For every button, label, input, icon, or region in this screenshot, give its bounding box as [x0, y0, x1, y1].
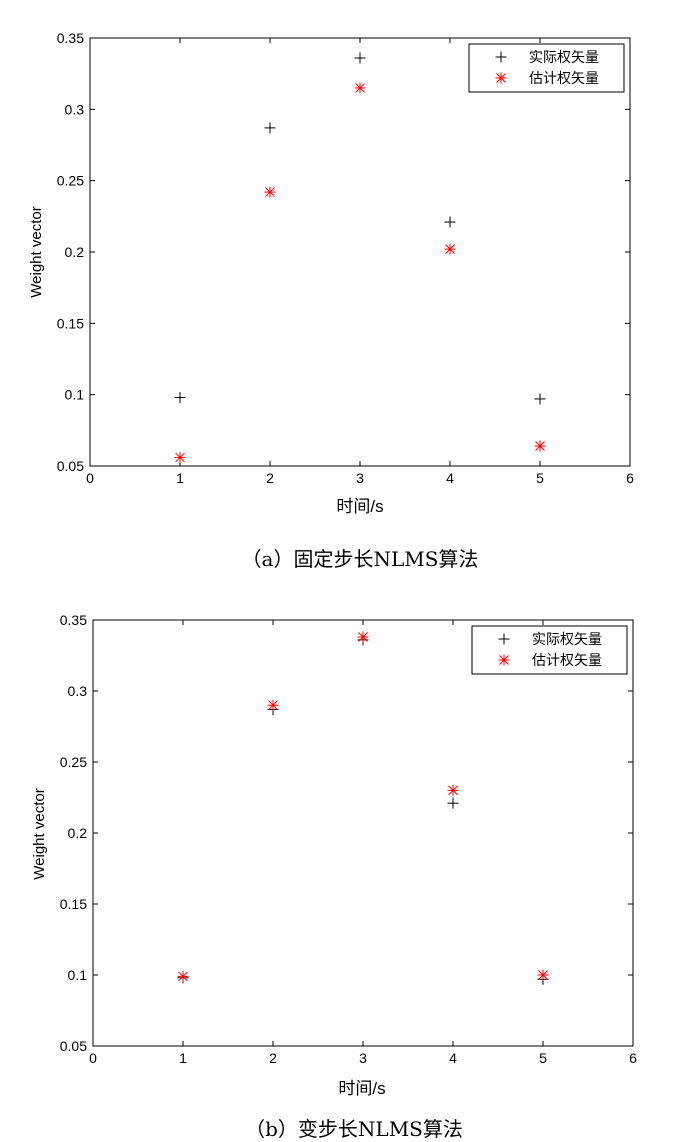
- plot-area: [92, 619, 634, 1047]
- axis-ticks: [89, 37, 631, 467]
- y-tick-label: 0.35: [60, 612, 87, 628]
- y-tick-labels: 0.05 0.1 0.15 0.2 0.25 0.3 0.35: [60, 612, 87, 1054]
- x-tick-label: 6: [626, 470, 634, 486]
- x-axis-label: 时间/s: [338, 1079, 385, 1098]
- x-tick-label: 2: [269, 1050, 277, 1066]
- y-tick-label: 0.25: [57, 173, 84, 189]
- estimated-weight-point: [534, 440, 546, 452]
- legend-label: 估计权矢量: [529, 70, 599, 86]
- x-tick-label: 1: [179, 1050, 187, 1066]
- x-tick-label: 1: [176, 470, 184, 486]
- y-tick-label: 0.15: [60, 896, 87, 912]
- x-tick-label: 5: [536, 470, 544, 486]
- y-tick-label: 0.2: [65, 244, 85, 260]
- figure-caption: （a）固定步长NLMS算法: [242, 547, 479, 571]
- legend-label: 实际权矢量: [532, 631, 602, 647]
- legend-plus-marker: [498, 633, 510, 645]
- x-tick-label: 6: [629, 1050, 637, 1066]
- estimated-weight-point: [354, 82, 366, 94]
- chart-panel-a: 0 1 2 3 4 5 6 0.05 0.1 0.15 0.2 0.25 0.3 0.35 实际权矢量估…: [28, 30, 634, 571]
- y-axis-label: Weight vector: [28, 206, 45, 297]
- estimated-weight-point: [447, 784, 459, 796]
- y-tick-label: 0.05: [60, 1038, 87, 1054]
- y-tick-label: 0.1: [65, 387, 85, 403]
- y-axis-label: Weight vector: [31, 788, 48, 879]
- legend-plus-marker: [495, 51, 507, 63]
- plot-area: [89, 37, 631, 467]
- actual-weight-point: [444, 216, 456, 228]
- legend-label: 估计权矢量: [532, 652, 602, 668]
- estimated-weight-point: [177, 970, 189, 982]
- legend-box: [468, 43, 625, 93]
- y-tick-label: 0.1: [68, 967, 88, 983]
- legend-box: [471, 625, 628, 675]
- actual-weight-point: [534, 393, 546, 405]
- y-tick-label: 0.05: [57, 458, 84, 474]
- y-tick-labels: 0.05 0.1 0.15 0.2 0.25 0.3 0.35: [57, 30, 84, 474]
- x-tick-labels: 0 1 2 3 4 5 6: [86, 470, 634, 486]
- x-tick-labels: 0 1 2 3 4 5 6: [89, 1050, 637, 1066]
- y-tick-label: 0.3: [65, 101, 85, 117]
- actual-weight-point: [174, 392, 186, 404]
- estimated-weight-point: [264, 186, 276, 198]
- legend-asterisk-marker: [498, 654, 510, 666]
- x-tick-label: 0: [89, 1050, 97, 1066]
- actual-weight-point: [264, 122, 276, 134]
- x-tick-label: 3: [359, 1050, 367, 1066]
- x-tick-label: 2: [266, 470, 274, 486]
- estimated-weight-point: [267, 699, 279, 711]
- x-tick-label: 4: [449, 1050, 457, 1066]
- legend-label: 实际权矢量: [529, 49, 599, 65]
- data-points: [177, 631, 549, 985]
- figure-caption: （b）变步长NLMS算法: [245, 1117, 463, 1141]
- y-tick-label: 0.25: [60, 754, 87, 770]
- estimated-weight-point: [174, 451, 186, 463]
- data-points: [174, 52, 546, 463]
- x-tick-label: 0: [86, 470, 94, 486]
- estimated-weight-point: [444, 243, 456, 255]
- x-tick-label: 3: [356, 470, 364, 486]
- y-tick-label: 0.2: [68, 825, 88, 841]
- chart-panel-b: 0 1 2 3 4 5 6 0.05 0.1 0.15 0.2 0.25 0.3 0.35 实际权矢量估…: [31, 612, 637, 1141]
- x-tick-label: 4: [446, 470, 454, 486]
- legend-asterisk-marker: [495, 72, 507, 84]
- y-tick-label: 0.35: [57, 30, 84, 46]
- x-axis-label: 时间/s: [336, 497, 383, 516]
- y-tick-label: 0.15: [57, 315, 84, 331]
- estimated-weight-point: [537, 969, 549, 981]
- axis-ticks: [92, 619, 634, 1047]
- estimated-weight-point: [357, 631, 369, 643]
- y-tick-label: 0.3: [68, 683, 88, 699]
- actual-weight-point: [447, 797, 459, 809]
- actual-weight-point: [354, 52, 366, 64]
- x-tick-label: 5: [539, 1050, 547, 1066]
